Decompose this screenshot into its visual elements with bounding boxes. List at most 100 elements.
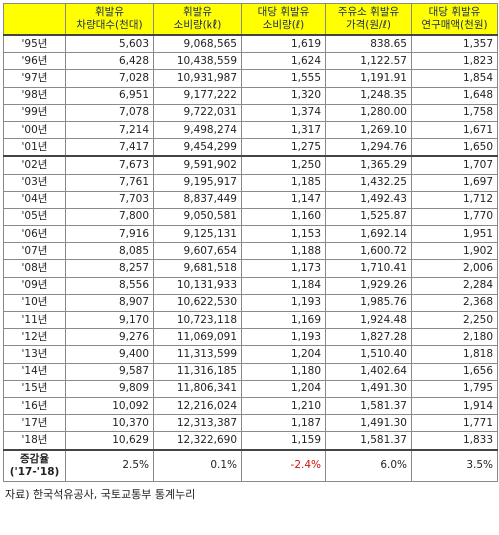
change-rate-label: 증감율 ('17-'18) (3, 448, 66, 482)
value-cell: 1,795 (411, 379, 498, 398)
year-cell: '95년 (3, 34, 66, 54)
header-line: 소비량(ℓ) (262, 19, 305, 31)
value-cell: 1,985.76 (325, 293, 412, 313)
table-row: '97년 7,028 10,931,987 1,555 1,191.91 1,854 (3, 69, 498, 88)
value-cell: 8,907 (65, 293, 154, 313)
value-cell: 1,173 (241, 259, 326, 278)
value-cell: 11,806,341 (153, 379, 242, 398)
year-cell: '98년 (3, 86, 66, 105)
header-row: 휘발유 차량대수(천대) 휘발유 소비량(㎘) 대당 휘발유 소비량(ℓ) 주유소 휘발유 가… (3, 3, 498, 36)
value-cell: 2,180 (411, 328, 498, 347)
value-cell: 1,269.10 (325, 120, 412, 140)
value-cell: 1,924.48 (325, 310, 412, 330)
table-row: '10년 8,907 10,622,530 1,193 1,985.76 2,368 (3, 293, 498, 313)
year-cell: '14년 (3, 362, 66, 381)
change-rate-row: 증감율 ('17-'18) 2.5% 0.1% -2.4% 6.0% 3.5% (3, 448, 498, 482)
table-row: '05년 7,800 9,050,581 1,160 1,525.87 1,770 (3, 207, 498, 227)
value-cell: 1,294.76 (325, 138, 412, 157)
table-row: '11년 9,170 10,723,118 1,169 1,924.48 2,250 (3, 310, 498, 330)
value-cell: 1,771 (411, 414, 498, 433)
table-row: '07년 8,085 9,607,654 1,188 1,600.72 1,902 (3, 242, 498, 261)
header-line: 소비량(㎘) (173, 19, 222, 31)
value-cell: 1,193 (241, 293, 326, 313)
year-cell: '18년 (3, 431, 66, 450)
value-cell: 1,902 (411, 242, 498, 261)
value-cell: 6,951 (65, 86, 154, 105)
value-cell: 1,624 (241, 52, 326, 71)
value-cell: 1,153 (241, 225, 326, 244)
year-cell: '97년 (3, 69, 66, 88)
value-cell: 1,432.25 (325, 173, 412, 192)
value-cell: 1,184 (241, 276, 326, 295)
value-cell: 1,317 (241, 120, 326, 140)
table-row: '04년 7,703 8,837,449 1,147 1,492.43 1,712 (3, 190, 498, 209)
table-row: '00년 7,214 9,498,274 1,317 1,269.10 1,671 (3, 120, 498, 140)
value-cell: 7,916 (65, 225, 154, 244)
value-cell: 1,491.30 (325, 414, 412, 433)
value-cell: 1,187 (241, 414, 326, 433)
change-rate-value: -2.4% (241, 448, 326, 482)
table-row: '18년 10,629 12,322,690 1,159 1,581.37 1,833 (3, 431, 498, 450)
year-cell: '16년 (3, 396, 66, 416)
table-row: '14년 9,587 11,316,185 1,180 1,402.64 1,656 (3, 362, 498, 381)
value-cell: 10,622,530 (153, 293, 242, 313)
year-cell: '11년 (3, 310, 66, 330)
year-cell: '01년 (3, 138, 66, 157)
value-cell: 10,931,987 (153, 69, 242, 88)
value-cell: 9,400 (65, 345, 154, 364)
value-cell: 1,188 (241, 242, 326, 261)
value-cell: 8,257 (65, 259, 154, 278)
table-row: '02년 7,673 9,591,902 1,250 1,365.29 1,707 (3, 155, 498, 175)
change-rate-value: 6.0% (325, 448, 412, 482)
header-line: 대당 휘발유 (428, 6, 481, 18)
table-row: '98년 6,951 9,177,222 1,320 1,248.35 1,648 (3, 86, 498, 105)
value-cell: 9,681,518 (153, 259, 242, 278)
year-cell: '06년 (3, 225, 66, 244)
value-cell: 9,050,581 (153, 207, 242, 227)
year-cell: '13년 (3, 345, 66, 364)
value-cell: 12,322,690 (153, 431, 242, 450)
annual-purchase-header: 대당 휘발유 연구매액(천원) (411, 3, 498, 36)
table-row: '03년 7,761 9,195,917 1,185 1,432.25 1,697 (3, 173, 498, 192)
value-cell: 2,368 (411, 293, 498, 313)
year-cell: '08년 (3, 259, 66, 278)
value-cell: 11,313,599 (153, 345, 242, 364)
table-row: '08년 8,257 9,681,518 1,173 1,710.41 2,006 (3, 259, 498, 278)
value-cell: 1,525.87 (325, 207, 412, 227)
value-cell: 1,191.91 (325, 69, 412, 88)
value-cell: 11,316,185 (153, 362, 242, 381)
value-cell: 10,438,559 (153, 52, 242, 71)
consumption-header: 휘발유 소비량(㎘) (153, 3, 242, 36)
value-cell: 1,147 (241, 190, 326, 209)
year-cell: '12년 (3, 328, 66, 347)
value-cell: 2,006 (411, 259, 498, 278)
year-cell: '15년 (3, 379, 66, 398)
value-cell: 1,951 (411, 225, 498, 244)
year-cell: '96년 (3, 52, 66, 71)
change-rate-value: 3.5% (411, 448, 498, 482)
value-cell: 9,587 (65, 362, 154, 381)
value-cell: 9,591,902 (153, 155, 242, 175)
value-cell: 7,761 (65, 173, 154, 192)
change-rate-label-line1: 증감율 (20, 452, 49, 465)
value-cell: 12,313,387 (153, 414, 242, 433)
value-cell: 1,758 (411, 103, 498, 122)
value-cell: 1,250 (241, 155, 326, 175)
value-cell: 1,770 (411, 207, 498, 227)
value-cell: 10,092 (65, 396, 154, 416)
header-line: 휘발유 (183, 6, 212, 18)
station-price-header: 주유소 휘발유 가격(원/ℓ) (325, 3, 412, 36)
value-cell: 1,697 (411, 173, 498, 192)
value-cell: 1,374 (241, 103, 326, 122)
value-cell: 1,823 (411, 52, 498, 71)
value-cell: 1,357 (411, 34, 498, 54)
value-cell: 8,556 (65, 276, 154, 295)
table-row: '99년 7,078 9,722,031 1,374 1,280.00 1,758 (3, 103, 498, 122)
value-cell: 1,159 (241, 431, 326, 450)
value-cell: 9,276 (65, 328, 154, 347)
table-row: '15년 9,809 11,806,341 1,204 1,491.30 1,795 (3, 379, 498, 398)
value-cell: 7,417 (65, 138, 154, 157)
header-line: 주유소 휘발유 (337, 6, 400, 18)
value-cell: 7,703 (65, 190, 154, 209)
year-cell: '10년 (3, 293, 66, 313)
